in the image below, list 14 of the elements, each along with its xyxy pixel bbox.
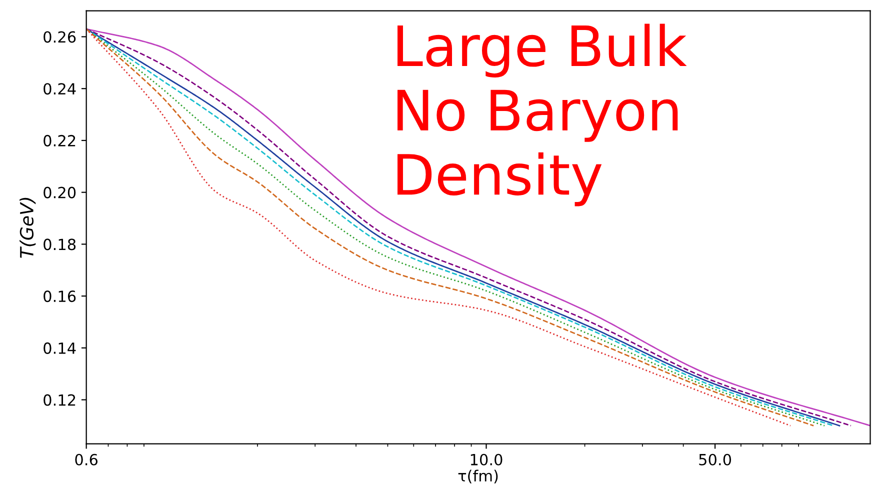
annotation: Large Bulk No Baryon Density — [398, 24, 687, 206]
y-tick-label: 0.18 — [44, 238, 76, 250]
y-tick-label: 0.24 — [44, 83, 76, 95]
y-tick-label: 0.16 — [44, 290, 76, 302]
x-tick-label: 0.6 — [75, 454, 98, 466]
y-axis-title: T(GeV) — [20, 198, 36, 258]
y-tick-label: 0.14 — [44, 342, 76, 354]
x-tick-label: 50.0 — [699, 454, 732, 466]
y-tick-label: 0.20 — [44, 186, 76, 198]
x-axis-title: τ(fm) — [458, 470, 498, 484]
x-tick-label: 10.0 — [470, 454, 502, 466]
y-tick-label: 0.12 — [44, 394, 76, 406]
y-tick-label: 0.22 — [44, 134, 76, 146]
y-tick-label: 0.26 — [44, 31, 76, 43]
